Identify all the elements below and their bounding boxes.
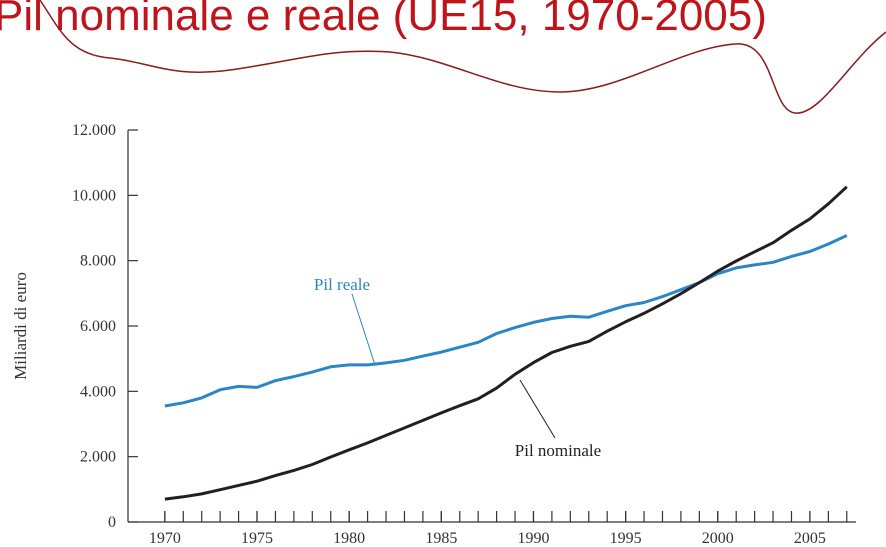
y-tick-label: 0 bbox=[108, 514, 116, 531]
slide-title: Pil nominale e reale (UE15, 1970-2005) bbox=[0, 0, 767, 40]
legend-label: Pil reale bbox=[314, 275, 370, 294]
y-tick-label: 8.000 bbox=[80, 253, 116, 270]
callout-line bbox=[519, 379, 556, 439]
x-tick-label: 1975 bbox=[241, 530, 273, 547]
x-tick-label: 2005 bbox=[794, 530, 826, 547]
decorative-wave bbox=[39, 0, 886, 114]
y-tick-label: 4.000 bbox=[80, 383, 116, 400]
x-tick-label: 1970 bbox=[149, 530, 181, 547]
x-tick-label: 1985 bbox=[425, 530, 457, 547]
callout-line bbox=[351, 293, 376, 366]
x-tick-label: 1990 bbox=[517, 530, 549, 547]
legend-label: Pil nominale bbox=[515, 441, 601, 460]
series-line bbox=[164, 185, 848, 501]
y-tick-label: 10.000 bbox=[72, 187, 116, 204]
y-tick-label: 2.000 bbox=[80, 449, 116, 466]
y-axis-label: Miliardi di euro bbox=[11, 272, 30, 380]
y-tick-label: 12.000 bbox=[72, 122, 116, 139]
x-tick-label: 2000 bbox=[702, 530, 734, 547]
plot: 0 2.000 4.000 6.000 8.000 10.000 12.000 1970 197… bbox=[72, 122, 856, 547]
series-line bbox=[164, 234, 848, 408]
x-tick-label: 1995 bbox=[610, 530, 642, 547]
x-tick-label: 1980 bbox=[333, 530, 365, 547]
y-tick-label: 6.000 bbox=[80, 318, 116, 335]
